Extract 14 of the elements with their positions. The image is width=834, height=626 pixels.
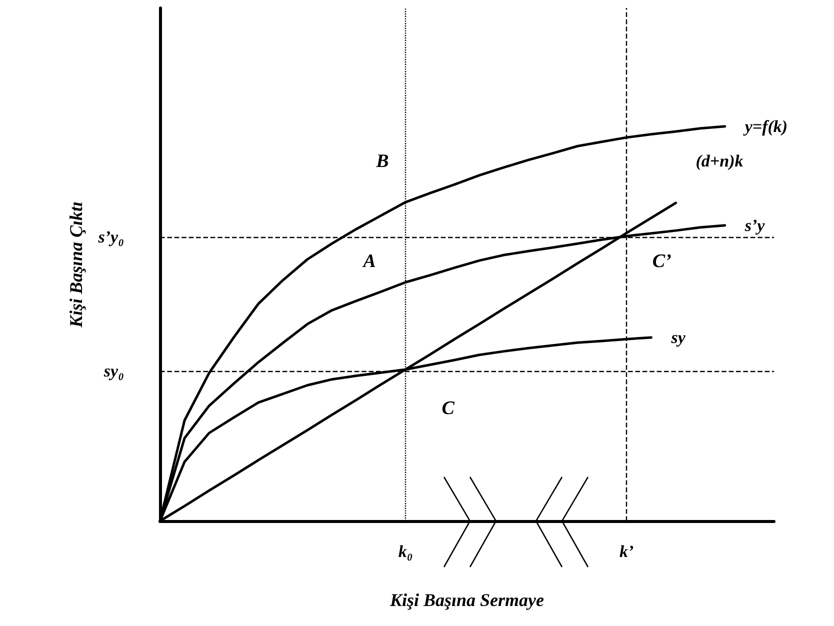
series-label: sy — [670, 328, 686, 348]
series-label: s’y — [744, 216, 766, 235]
ref-line-label: sy₀ — [102, 362, 124, 381]
series-label: y=f(k) — [742, 116, 788, 136]
annotation: A — [362, 250, 376, 272]
text: (d+n)k — [696, 151, 744, 170]
annotation: B — [375, 150, 389, 172]
annotation: C — [442, 398, 455, 420]
x-axis-title: Kişi Başına Sermaye — [388, 590, 544, 610]
y-axis-title: Kişi Başına Çıktı — [66, 201, 86, 329]
ref-line-label: s’y₀ — [97, 227, 124, 246]
x-tick-label: k₀ — [398, 542, 413, 561]
x-tick-label: k’ — [620, 542, 634, 561]
annotation: C’ — [652, 250, 672, 272]
